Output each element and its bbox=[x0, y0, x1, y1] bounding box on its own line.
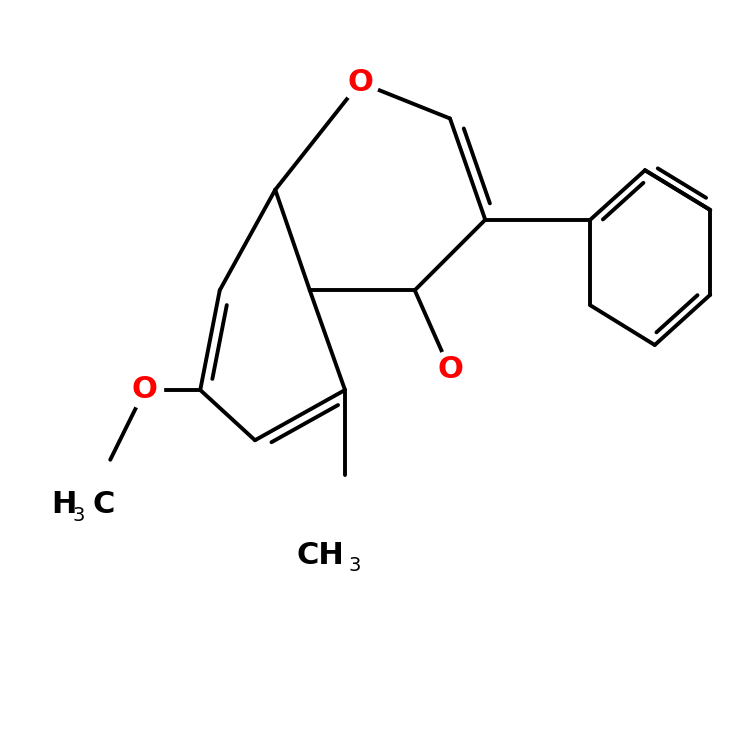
Text: C: C bbox=[92, 490, 115, 519]
Text: O: O bbox=[347, 68, 373, 97]
Text: 3: 3 bbox=[72, 506, 84, 525]
Circle shape bbox=[341, 64, 379, 101]
Circle shape bbox=[431, 351, 469, 388]
Text: O: O bbox=[132, 376, 158, 404]
Circle shape bbox=[126, 371, 164, 409]
Text: H: H bbox=[51, 490, 76, 519]
Text: 3: 3 bbox=[349, 556, 361, 575]
Text: CH: CH bbox=[296, 541, 344, 569]
Text: O: O bbox=[437, 356, 463, 384]
